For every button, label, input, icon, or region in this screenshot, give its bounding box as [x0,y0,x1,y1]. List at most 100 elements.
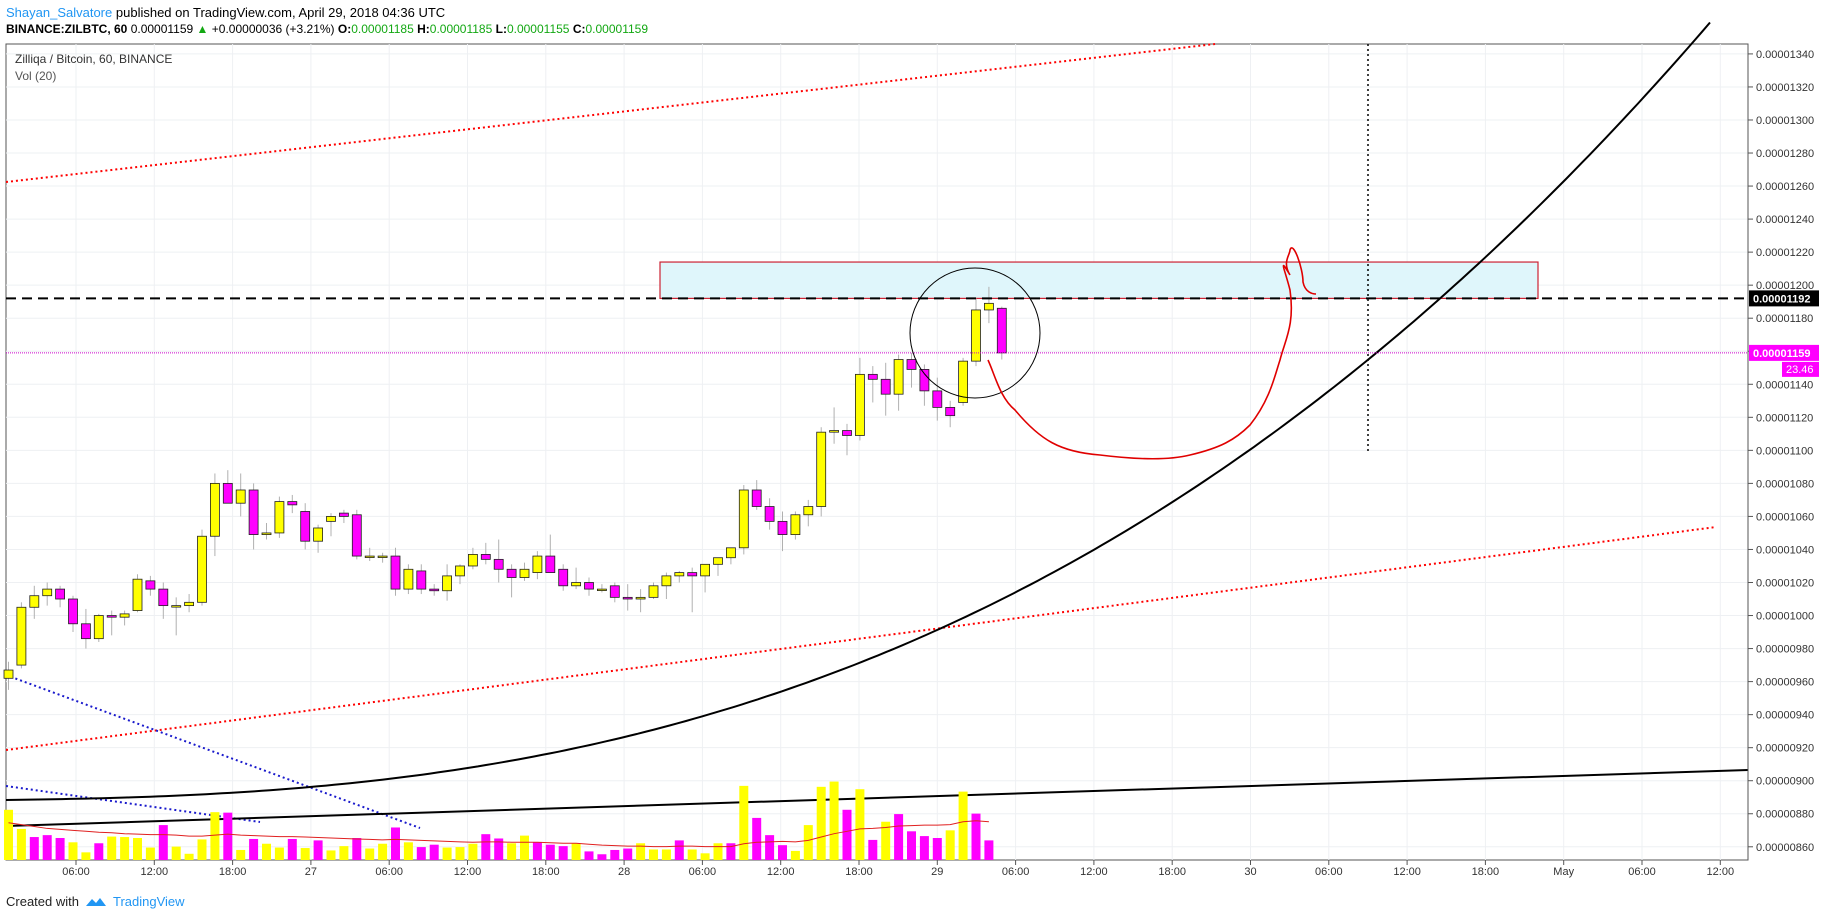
candle-body [171,605,182,608]
candle-body [855,373,865,436]
candle-body [867,373,878,380]
price-change: +0.00000036 (+3.21%) [211,22,335,36]
tradingview-logo-icon [85,897,106,906]
created-with-text: Created with [6,894,79,909]
volume-bar [958,791,968,860]
y-tick-label: 0.00001340 [1756,49,1814,61]
y-tick-label: 0.00001180 [1756,313,1813,325]
y-tick-label: 0.00000920 [1756,743,1814,755]
candle-body [300,511,311,542]
volume-bar [674,840,684,860]
volume-ma-line [8,820,989,848]
volume-bar [81,852,91,860]
candle-body [906,359,917,370]
y-tick-label: 0.00000940 [1756,710,1814,722]
blue-trendline [5,674,421,829]
candle-body [519,568,530,578]
x-tick-label: 18:00 [845,866,873,878]
volume-bar [455,847,465,860]
volume-bar [416,847,426,860]
candle-body [184,601,195,607]
x-tick-label: 12:00 [767,866,795,878]
close-label: C: [572,22,586,36]
last-price-label: 0.00001159 [1753,348,1811,360]
candle-body [106,615,117,618]
resistance-zone [659,261,1539,299]
volume-bar [171,846,181,860]
black-support-line [5,769,1749,827]
candle-body [93,615,104,640]
level-price-label-bg [1749,290,1819,307]
candle-body [661,575,672,587]
candle-body [545,555,556,573]
candle-body [842,430,852,436]
volume-bar [326,850,336,860]
candle-body [971,309,981,362]
candle-body [751,489,762,507]
volume-bar [752,817,762,860]
x-tick-label: 12:00 [1393,866,1421,878]
x-tick-label: 12:00 [141,866,169,878]
volume-bar [494,838,504,860]
volume-bar [481,834,491,860]
y-tick-label: 0.00000900 [1756,776,1814,788]
volume-bar [971,813,981,860]
volume-bar [907,831,916,860]
volume-bar [223,812,233,860]
candle-body [635,596,646,600]
x-tick-label: 18:00 [1472,866,1500,878]
candle-body [455,565,465,577]
y-tick-label: 0.00000960 [1756,677,1814,689]
volume-bar [274,847,284,860]
x-tick-label: 06:00 [62,866,90,878]
volume-bar [442,847,452,860]
candle-body [132,578,143,611]
candle-body [597,588,607,592]
x-tick-label: 12:00 [1080,866,1108,878]
x-tick-label: 18:00 [219,866,247,878]
candle-body [558,568,569,587]
volume-bar [68,842,78,860]
y-tick-label: 0.00001320 [1756,82,1814,94]
candle-body [480,554,491,560]
candle-body [648,585,659,598]
volume-bar [391,827,400,860]
candle-body [222,482,233,504]
candle-body [145,580,156,590]
volume-bar [249,838,259,860]
annotations-layer [6,44,1748,460]
volume-bar [649,849,658,860]
volume-bar [610,849,620,860]
candle-body [364,555,375,558]
volume-bar [868,839,878,860]
high-value: 0.00001185 [429,22,493,36]
change-arrow-icon: ▲ [196,22,209,36]
y-tick-label: 0.00001260 [1756,181,1814,193]
price-chart[interactable]: 0.00001340 0.00001320 0.00001300 0.00001280… [0,0,1824,880]
volume-bar [429,844,439,860]
candle-body [506,568,517,578]
low-label: L: [495,22,507,36]
volume-bar [158,825,168,860]
author-link[interactable]: Shayan_Salvatore [6,5,113,20]
y-tick-label: 0.00001060 [1756,511,1814,523]
volume-bar [700,853,710,860]
x-tick-label: May [1553,866,1574,878]
publish-info: published on TradingView.com, April 29, … [115,5,446,20]
volume-bar [339,846,349,860]
y-tick-label: 0.00000880 [1756,809,1814,821]
candle-body [326,516,336,522]
volume-bar [365,848,375,860]
candle-body [377,555,388,558]
volume-bar [816,786,826,860]
volume-bar [197,839,207,860]
y-tick-label: 0.00001040 [1756,544,1814,556]
candle-body [622,596,633,600]
x-tick-label: 30 [1244,866,1256,878]
y-tick-label: 0.00001000 [1756,611,1814,623]
volume-bar [842,809,852,860]
tradingview-link[interactable]: TradingView [112,894,185,909]
volume-bar [184,853,194,860]
candle-body [584,582,594,590]
candle-body [16,606,27,666]
